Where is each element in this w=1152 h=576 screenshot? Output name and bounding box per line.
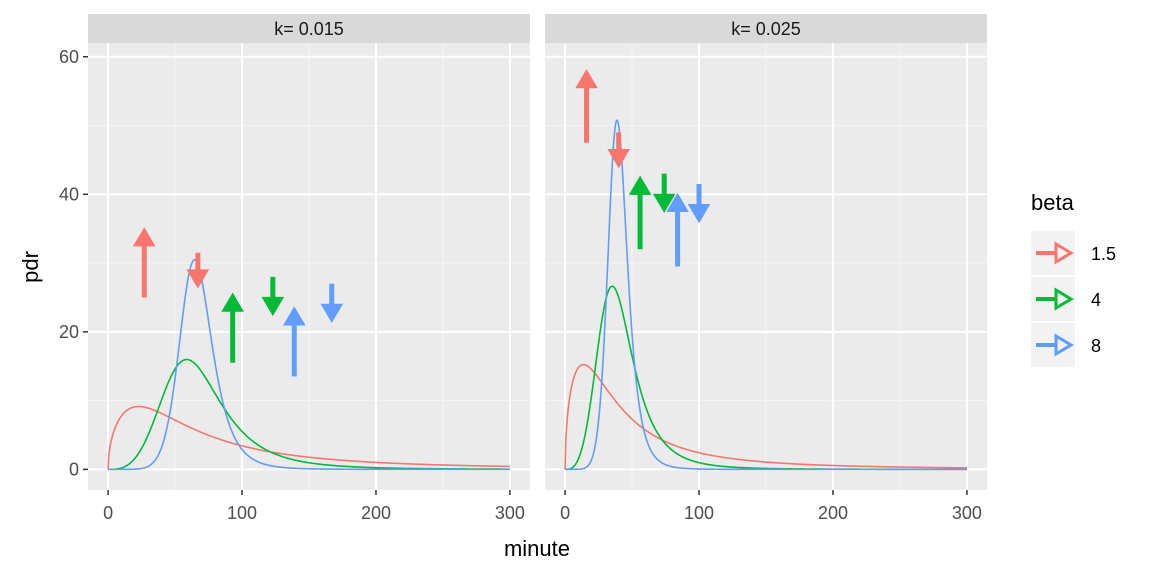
legend-entry-8: 8 [1031, 323, 1101, 367]
y-tick-label: 20 [59, 322, 79, 342]
series-line-1.5 [107, 405, 510, 470]
y-tick-label: 60 [59, 47, 79, 67]
x-axis-title: minute [504, 536, 570, 561]
x-axis-2: 0 100 200 300 [560, 490, 982, 523]
x-axis-1: 0 100 200 300 [103, 490, 525, 523]
x-tick-label: 100 [684, 503, 714, 523]
legend-key-arrowhead [1054, 287, 1074, 311]
facet-strip-label: k= 0.025 [731, 19, 801, 39]
series-line-8 [565, 119, 967, 471]
arrow-down-4 [652, 173, 676, 213]
x-tick-label: 0 [103, 503, 113, 523]
y-axis-title: pdr [18, 251, 43, 283]
arrow-down-8 [687, 183, 711, 224]
arrow-up-4 [221, 292, 244, 363]
legend-label: 1.5 [1091, 244, 1116, 264]
facet-strip [88, 14, 530, 43]
arrow-down-1.5 [186, 252, 210, 289]
x-tick-label: 300 [952, 503, 982, 523]
y-axis: 0 20 40 60 [59, 47, 88, 479]
facet-strip [545, 14, 987, 43]
panel-2: k= 0.025 [545, 14, 987, 490]
x-tick-label: 0 [560, 503, 570, 523]
panels: k= 0.015 k= 0.025 [88, 14, 987, 490]
arrow-down-1.5 [607, 132, 630, 169]
legend-label: 4 [1091, 290, 1101, 310]
legend-entry-4: 4 [1031, 277, 1101, 321]
x-tick-label: 100 [227, 503, 257, 523]
y-tick-label: 40 [59, 184, 79, 204]
legend-title: beta [1031, 190, 1075, 215]
arrow-up-1.5 [575, 69, 598, 143]
x-tick-label: 300 [495, 503, 525, 523]
x-axes: 0 100 200 300 0 100 200 300 [103, 490, 982, 523]
legend-entry-1.5: 1.5 [1031, 231, 1116, 275]
x-tick-label: 200 [361, 503, 391, 523]
series-line-8 [108, 258, 510, 471]
legend-key-arrowhead [1054, 241, 1074, 265]
legend-key-arrowhead [1054, 333, 1074, 357]
facet-strip-label: k= 0.015 [274, 19, 344, 39]
legend: beta 1.5 4 8 [1031, 190, 1116, 367]
y-tick-label: 0 [69, 459, 79, 479]
arrow-up-8 [666, 192, 689, 267]
legend-label: 8 [1091, 336, 1101, 356]
arrow-up-4 [628, 175, 652, 250]
arrow-up-8 [282, 306, 306, 377]
series-line-1.5 [564, 363, 967, 470]
arrow-down-4 [261, 276, 285, 317]
arrow-up-1.5 [132, 227, 156, 298]
x-tick-label: 200 [818, 503, 848, 523]
panel-1: k= 0.015 [88, 14, 530, 490]
arrow-down-8 [320, 283, 344, 323]
